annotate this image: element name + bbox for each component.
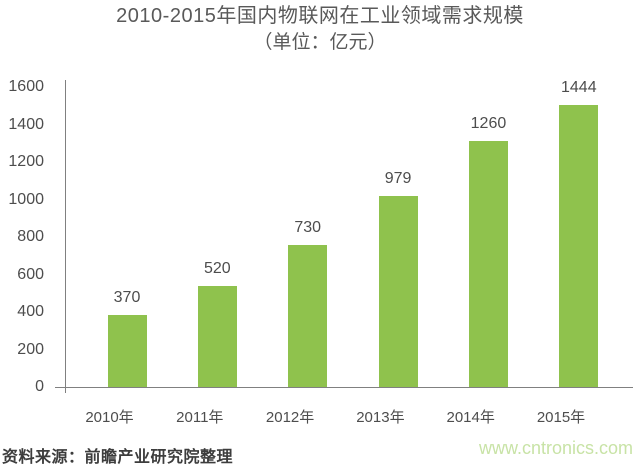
y-axis-label: 1200 [8,153,44,170]
x-axis-label: 2015年 [536,409,586,426]
chart-title: 2010-2015年国内物联网在工业领域需求规模 [116,5,524,27]
bar-value-label: 730 [294,219,322,236]
y-axis-line [65,80,66,393]
bar-value-label: 520 [204,260,231,277]
y-axis-label: 200 [17,340,44,358]
y-axis-label: 1000 [8,190,44,208]
chart-subtitle: （单位：亿元） [253,32,387,53]
x-axis-label: 2012年 [265,409,315,426]
bar-2014年 [468,141,508,387]
x-axis-label: 2013年 [356,409,405,426]
x-axis-line [65,387,633,388]
watermark-link[interactable]: www.cntronics.com [478,438,633,458]
y-axis-label: 800 [17,228,44,245]
bar-2012年 [288,245,328,387]
y-axis-label: 0 [35,378,44,395]
bar-2011年 [197,286,237,387]
bar-2010年 [107,315,147,387]
title-block: 2010-2015年国内物联网在工业领域需求规模 （单位：亿元） [0,2,640,56]
source-note: 资料来源：前瞻产业研究院整理 [2,449,234,465]
x-axis-label: 2014年 [446,409,495,426]
x-axis-label: 2011年 [176,409,224,426]
y-axis-label: 1600 [8,78,44,95]
y-axis-label: 600 [17,265,44,283]
bar-value-label: 1260 [470,115,507,132]
y-axis-label: 1400 [8,115,44,133]
bar-value-label: 370 [113,289,141,306]
bar-2015年 [559,105,599,387]
x-axis-label: 2010年 [85,409,134,426]
zero-tick-mark [55,387,66,388]
y-axis-label: 400 [17,303,44,320]
bar-value-label: 979 [384,170,412,187]
bar-2013年 [378,196,418,387]
bar-value-label: 1444 [561,79,597,96]
